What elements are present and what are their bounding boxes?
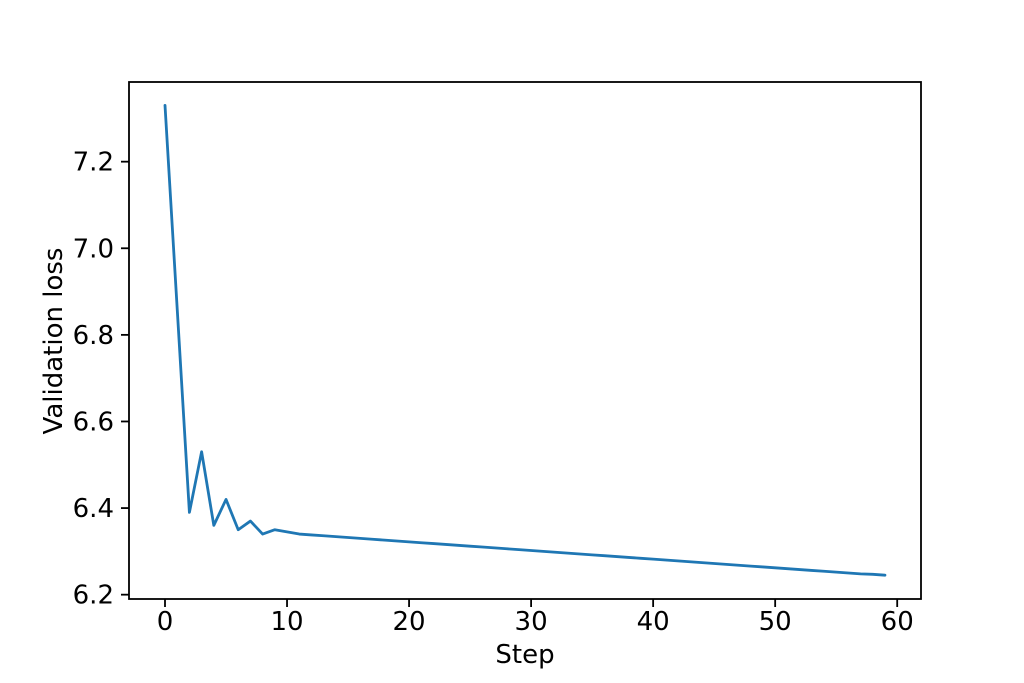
y-tick-label: 7.0 [73, 234, 114, 264]
x-tick-label: 40 [637, 607, 670, 637]
x-tick-label: 60 [881, 607, 914, 637]
y-tick-label: 6.2 [73, 581, 114, 611]
y-tick-label: 6.6 [73, 407, 114, 437]
x-tick-label: 10 [270, 607, 303, 637]
x-tick-label: 30 [515, 607, 548, 637]
y-axis-label: Validation loss [39, 247, 69, 435]
x-axis-label: Step [495, 640, 555, 670]
x-tick-label: 0 [157, 607, 174, 637]
y-tick-label: 6.4 [73, 494, 114, 524]
y-tick-label: 6.8 [73, 321, 114, 351]
plot-spines [128, 81, 922, 600]
x-tick-label: 50 [759, 607, 792, 637]
y-tick-label: 7.2 [73, 148, 114, 178]
series-validation-loss [163, 103, 887, 577]
x-tick-label: 20 [393, 607, 426, 637]
